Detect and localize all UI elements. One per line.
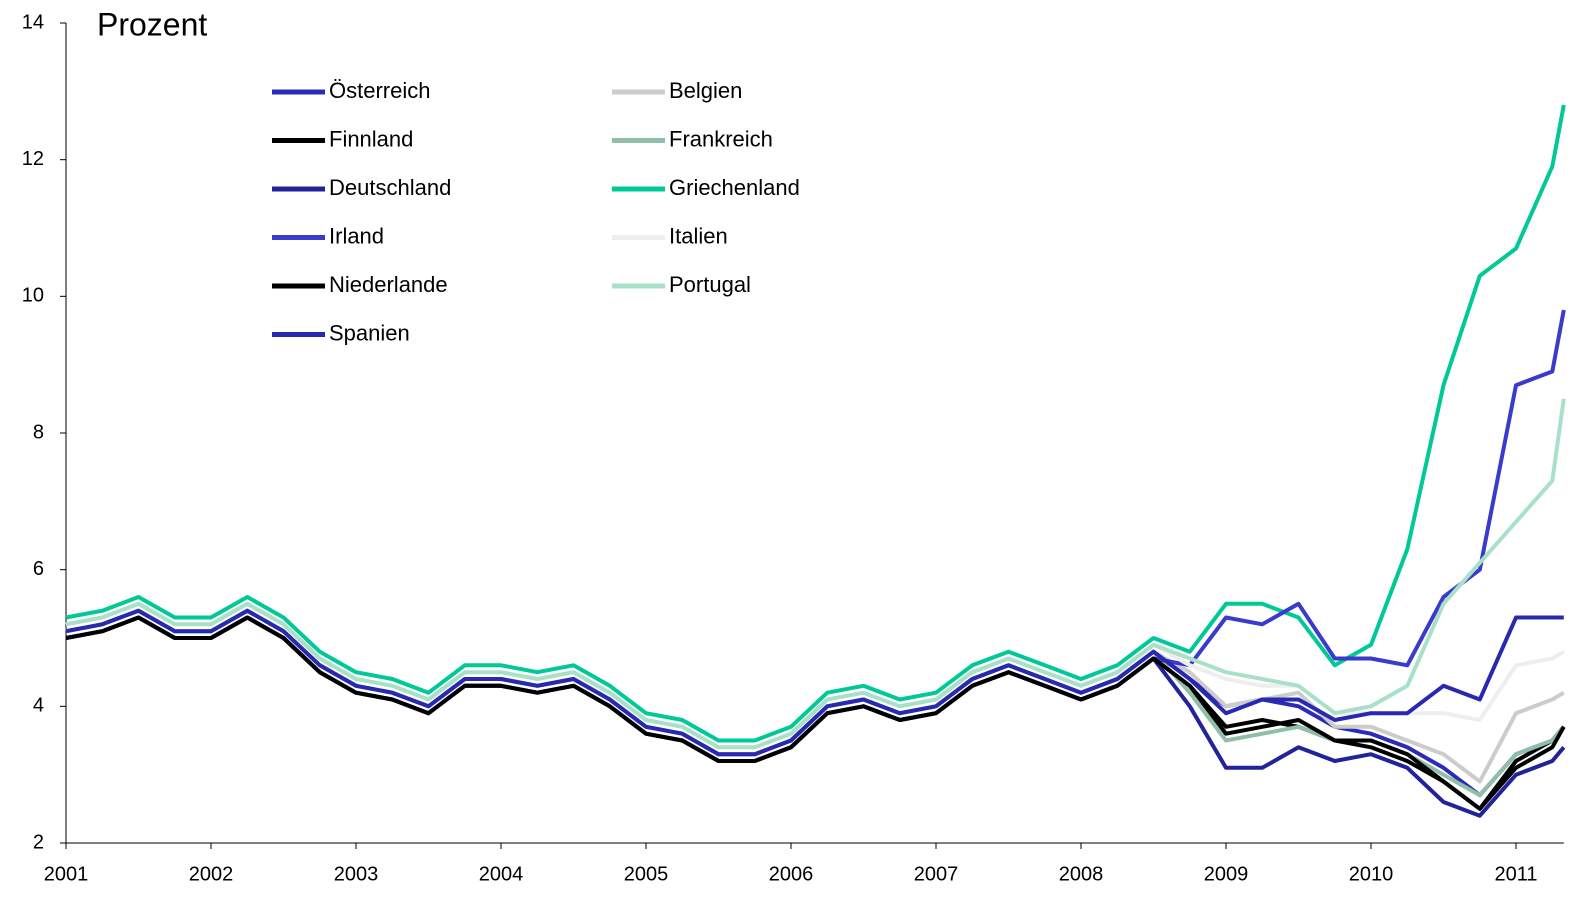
legend-label: Portugal [669, 272, 751, 297]
legend-label: Griechenland [669, 175, 800, 200]
legend-label: Niederlande [329, 272, 448, 297]
y-tick-label: 4 [33, 695, 44, 717]
series-line [65, 615, 1566, 811]
x-tick-label: 2005 [624, 863, 669, 885]
series-line [65, 398, 1566, 750]
y-tick-label: 6 [33, 558, 44, 580]
x-tick-label: 2007 [914, 863, 959, 885]
x-tick-label: 2006 [769, 863, 814, 885]
x-tick-label: 2008 [1059, 863, 1104, 885]
y-tick-label: 8 [33, 421, 44, 443]
y-tick-label: 12 [22, 148, 44, 170]
y-axis-label: Prozent [97, 6, 207, 42]
series-line [65, 104, 1566, 743]
x-tick-label: 2009 [1204, 863, 1249, 885]
y-tick-label: 10 [22, 285, 44, 307]
legend-label: Frankreich [669, 126, 773, 151]
y-tick-label: 2 [33, 831, 44, 853]
legend-label: Italien [669, 223, 728, 248]
x-tick-label: 2010 [1349, 863, 1394, 885]
x-tick-label: 2003 [334, 863, 379, 885]
x-tick-label: 2002 [189, 863, 234, 885]
x-tick-label: 2011 [1494, 863, 1537, 885]
legend-label: Spanien [329, 320, 410, 345]
legend-label: Österreich [329, 78, 430, 103]
legend-label: Belgien [669, 78, 742, 103]
series-line [65, 608, 1564, 757]
x-tick-label: 2004 [479, 863, 524, 885]
legend-label: Irland [329, 223, 384, 248]
y-tick-label: 14 [22, 11, 44, 33]
x-tick-label: 2001 [44, 863, 89, 885]
series-line [65, 309, 1566, 763]
legend-label: Finnland [329, 126, 413, 151]
legend-label: Deutschland [329, 175, 451, 200]
